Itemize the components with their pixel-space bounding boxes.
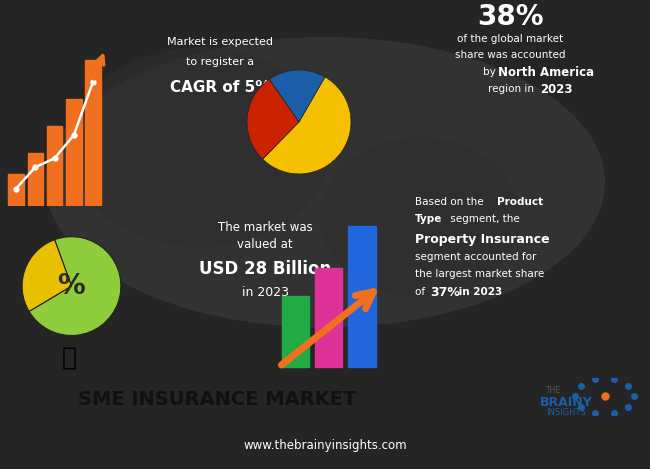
- Ellipse shape: [70, 47, 330, 247]
- Bar: [27, 153, 43, 206]
- Text: Market is expected: Market is expected: [167, 37, 273, 47]
- Text: segment, the: segment, the: [447, 214, 520, 224]
- Text: by: by: [483, 67, 499, 77]
- Ellipse shape: [320, 137, 520, 297]
- Text: of: of: [415, 287, 428, 297]
- Bar: [66, 99, 82, 206]
- Text: www.thebrainyinsights.com: www.thebrainyinsights.com: [243, 439, 407, 452]
- Text: Product: Product: [497, 197, 543, 207]
- Text: of the global market: of the global market: [457, 34, 563, 44]
- Bar: [281, 296, 309, 367]
- Bar: [85, 60, 101, 206]
- Text: THE: THE: [546, 386, 561, 394]
- Bar: [348, 226, 376, 367]
- Wedge shape: [29, 237, 121, 335]
- Text: Based on the: Based on the: [415, 197, 487, 207]
- Text: %: %: [58, 272, 85, 300]
- Bar: [47, 126, 62, 206]
- Bar: [315, 268, 342, 367]
- Text: in 2023: in 2023: [455, 287, 502, 297]
- Text: valued at: valued at: [237, 238, 292, 251]
- Text: to register a: to register a: [186, 57, 254, 67]
- Text: segment accounted for: segment accounted for: [415, 252, 536, 262]
- Wedge shape: [247, 79, 299, 159]
- Text: share was accounted: share was accounted: [455, 50, 566, 60]
- Text: the largest market share: the largest market share: [415, 269, 544, 280]
- Wedge shape: [269, 70, 325, 122]
- Bar: [8, 174, 24, 206]
- Text: 2023: 2023: [540, 83, 573, 96]
- Text: SME INSURANCE MARKET: SME INSURANCE MARKET: [78, 390, 356, 409]
- Ellipse shape: [45, 37, 605, 327]
- Text: 37%: 37%: [430, 286, 460, 299]
- Text: Type: Type: [415, 214, 443, 224]
- Text: CAGR of 5%: CAGR of 5%: [170, 80, 270, 95]
- Wedge shape: [22, 240, 72, 311]
- Text: BRAINY: BRAINY: [540, 395, 592, 408]
- Text: INSIGHTS: INSIGHTS: [546, 408, 586, 417]
- Text: 38%: 38%: [476, 3, 543, 31]
- Text: region in: region in: [488, 84, 538, 94]
- Text: 🛒: 🛒: [62, 346, 77, 370]
- Text: North America: North America: [498, 66, 594, 79]
- Text: in 2023: in 2023: [242, 286, 289, 299]
- Wedge shape: [263, 77, 351, 174]
- Text: Property Insurance: Property Insurance: [415, 233, 550, 246]
- Text: The market was: The market was: [218, 221, 313, 234]
- Text: USD 28 Billion: USD 28 Billion: [199, 260, 331, 279]
